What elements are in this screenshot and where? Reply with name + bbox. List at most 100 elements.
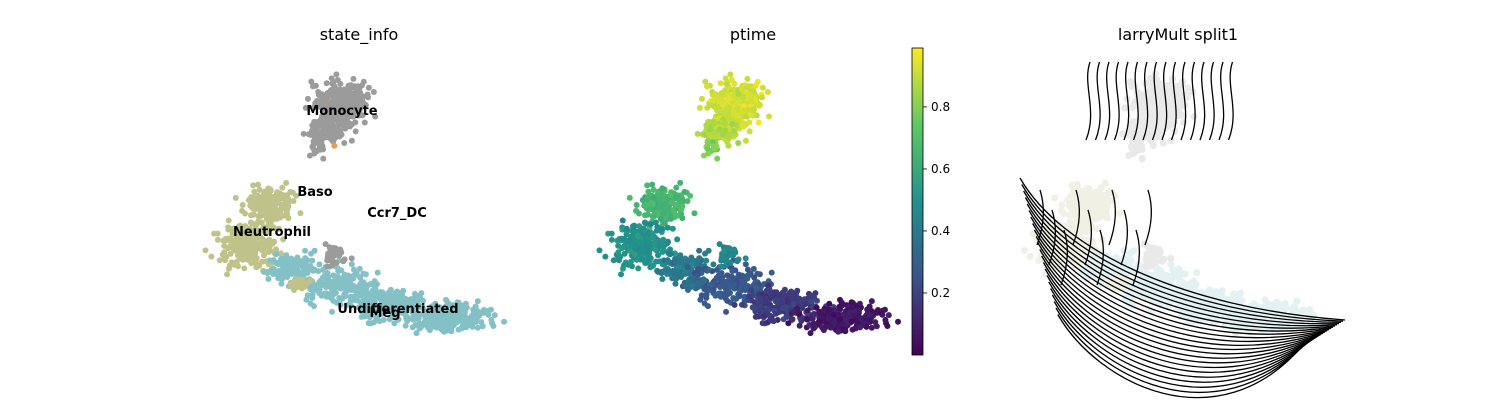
state-point: [252, 201, 259, 208]
state-point: [222, 257, 229, 264]
state-point: [365, 84, 372, 91]
ptime-point: [668, 199, 675, 206]
ptime-point: [762, 298, 769, 305]
state-point: [279, 202, 286, 209]
colorbar-tick-label: 0.6: [931, 162, 950, 176]
ptime-point: [684, 264, 691, 271]
state-point: [366, 307, 373, 314]
ptime-point: [645, 245, 652, 252]
state-point: [391, 320, 398, 327]
state-point: [387, 286, 394, 293]
ptime-point: [667, 251, 674, 258]
ptime-point: [727, 131, 734, 138]
state-point: [266, 236, 273, 243]
state-point: [285, 197, 292, 204]
state-point: [342, 286, 349, 293]
embedding-point: [1159, 139, 1167, 147]
embedding-point: [1068, 194, 1077, 202]
state-point: [233, 243, 240, 250]
state-point: [290, 264, 297, 271]
state-point: [320, 155, 327, 162]
state-info-panel: state_info MonocyteBasoCcr7_DCNeutrophil…: [202, 25, 508, 337]
state-point: [265, 185, 272, 192]
state-point: [291, 278, 298, 285]
ptime-point: [766, 113, 773, 120]
ptime-point: [677, 179, 684, 186]
state-point: [313, 102, 320, 109]
state-point: [273, 192, 280, 199]
ptime-point: [634, 232, 641, 239]
ptime-point: [872, 319, 879, 326]
ptime-point: [882, 317, 889, 324]
state-point: [345, 279, 352, 286]
state-point: [367, 313, 374, 320]
ptime-point: [664, 271, 671, 278]
embedding-point: [1066, 211, 1074, 219]
state-point: [245, 256, 252, 263]
ptime-point: [645, 254, 652, 261]
state-point: [350, 282, 357, 289]
state-point: [250, 194, 257, 201]
ptime-point: [696, 247, 703, 254]
ptime-point: [725, 142, 732, 149]
state-point: [379, 310, 386, 317]
state-point: [290, 198, 297, 205]
state-point: [337, 128, 344, 135]
ptime-point: [620, 262, 627, 269]
ptime-point: [644, 194, 651, 201]
ptime-point: [848, 299, 855, 306]
ptime-point: [743, 274, 750, 281]
ptime-point: [707, 131, 714, 138]
ptime-point: [734, 258, 741, 265]
ptime-panel: ptime 0.20.40.60.8: [596, 25, 950, 356]
state-point: [267, 220, 274, 227]
cluster-label: Ccr7_DC: [367, 206, 427, 221]
state-point: [227, 250, 234, 257]
ptime-point: [748, 287, 755, 294]
ptime-point: [659, 210, 666, 217]
ptime-point: [839, 321, 846, 328]
state-point: [396, 301, 403, 308]
embedding-point: [1262, 298, 1271, 307]
state-point: [372, 113, 379, 120]
state-point: [340, 258, 347, 265]
state-point: [279, 275, 286, 282]
state-point: [277, 250, 284, 257]
state-point: [414, 298, 421, 305]
state-point: [329, 111, 336, 118]
state-point: [393, 294, 400, 301]
state-point: [270, 239, 277, 246]
embedding-point: [1138, 155, 1146, 163]
ptime-point: [631, 251, 638, 258]
embedding-point: [1129, 118, 1137, 126]
state-point: [224, 271, 231, 278]
ptime-point: [602, 253, 609, 260]
state-point: [311, 140, 318, 147]
ptime-point: [813, 297, 820, 304]
state-point: [501, 318, 508, 325]
ptime-point: [746, 119, 753, 126]
ptime-point: [778, 299, 785, 306]
state-point: [280, 212, 287, 219]
state-point: [331, 96, 338, 103]
state-point: [328, 75, 335, 82]
state-point: [239, 202, 246, 209]
state-point: [279, 184, 286, 191]
state-point: [273, 215, 280, 222]
ptime-point: [659, 185, 666, 192]
ptime-point: [722, 75, 729, 82]
ptime-point: [760, 307, 767, 314]
state-point: [261, 252, 268, 259]
ptime-point: [608, 230, 615, 237]
ptime-point: [735, 91, 742, 98]
state-point: [342, 293, 349, 300]
state-point: [346, 123, 353, 130]
ptime-point: [698, 292, 705, 299]
state-point: [251, 254, 258, 261]
state-point: [265, 275, 272, 282]
state-point: [257, 246, 264, 253]
ptime-point: [645, 231, 652, 238]
state-point: [232, 194, 239, 201]
state-point: [396, 308, 403, 315]
ptime-point: [728, 251, 735, 258]
